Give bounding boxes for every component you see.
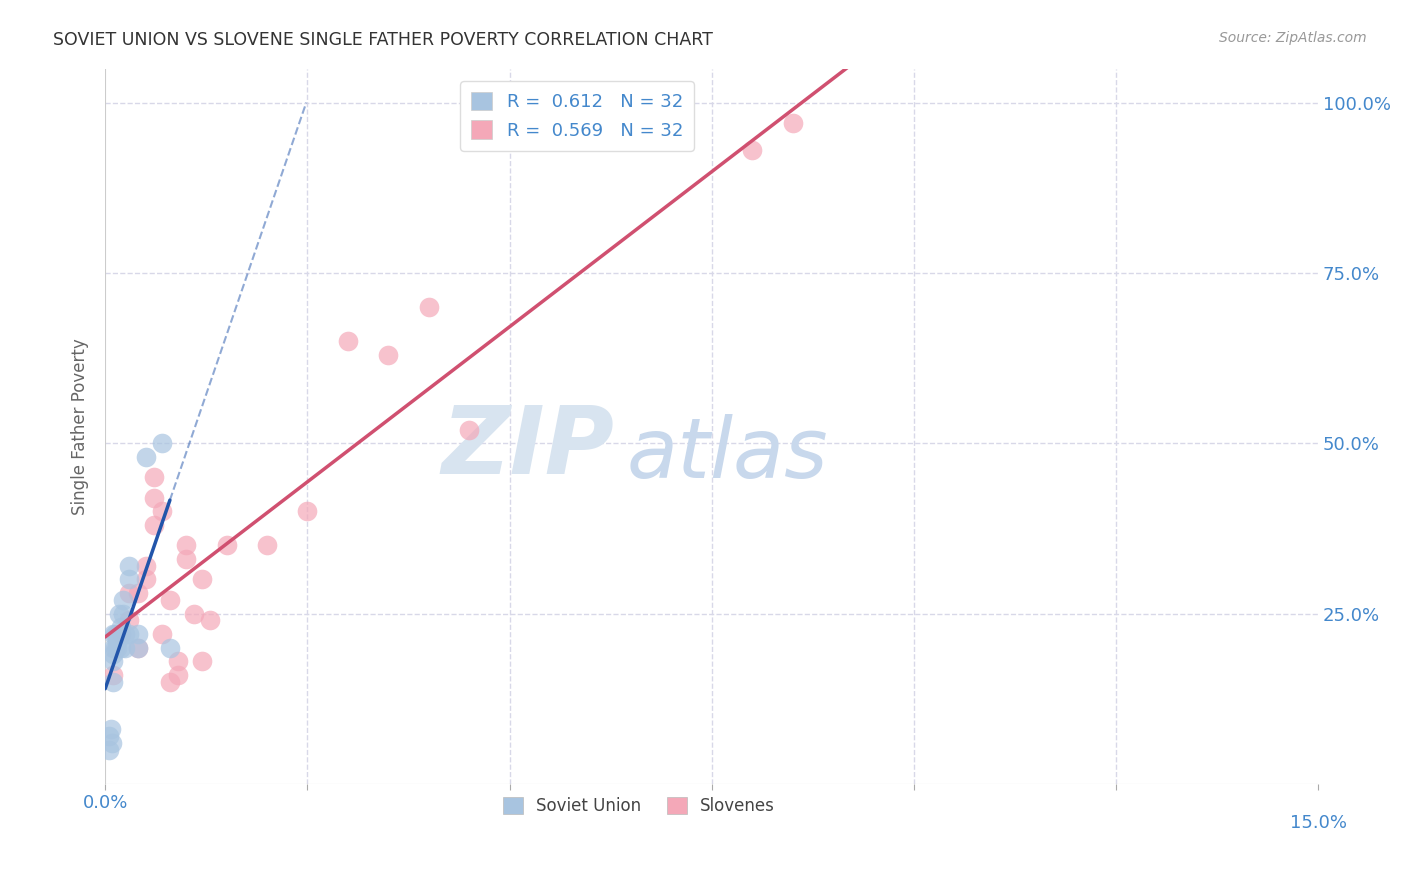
Point bbox=[105, 633, 128, 648]
Point bbox=[100, 723, 122, 737]
Point bbox=[256, 538, 278, 552]
Point bbox=[159, 593, 181, 607]
Point bbox=[127, 627, 149, 641]
Y-axis label: Single Father Poverty: Single Father Poverty bbox=[72, 338, 89, 515]
Point bbox=[142, 491, 165, 505]
Point bbox=[104, 627, 127, 641]
Point bbox=[98, 743, 121, 757]
Point bbox=[183, 607, 205, 621]
Point bbox=[150, 627, 173, 641]
Point bbox=[458, 423, 481, 437]
Point bbox=[105, 640, 128, 655]
Text: SOVIET UNION VS SLOVENE SINGLE FATHER POVERTY CORRELATION CHART: SOVIET UNION VS SLOVENE SINGLE FATHER PO… bbox=[53, 31, 713, 49]
Point bbox=[118, 573, 141, 587]
Point bbox=[110, 620, 132, 634]
Point bbox=[142, 470, 165, 484]
Point bbox=[118, 627, 141, 641]
Point bbox=[118, 558, 141, 573]
Point bbox=[167, 654, 190, 668]
Point bbox=[114, 640, 136, 655]
Point bbox=[215, 538, 238, 552]
Point bbox=[142, 518, 165, 533]
Point bbox=[103, 668, 125, 682]
Legend: Soviet Union, Slovenes: Soviet Union, Slovenes bbox=[496, 790, 782, 822]
Text: Source: ZipAtlas.com: Source: ZipAtlas.com bbox=[1219, 31, 1367, 45]
Point bbox=[103, 654, 125, 668]
Point bbox=[135, 558, 157, 573]
Point bbox=[191, 654, 214, 668]
Point bbox=[135, 573, 157, 587]
Point bbox=[105, 627, 128, 641]
Point bbox=[103, 674, 125, 689]
Point bbox=[150, 436, 173, 450]
Point bbox=[114, 627, 136, 641]
Point bbox=[110, 627, 132, 641]
Point bbox=[127, 586, 149, 600]
Point bbox=[200, 613, 222, 627]
Point bbox=[100, 736, 122, 750]
Point bbox=[108, 607, 131, 621]
Text: 15.0%: 15.0% bbox=[1289, 814, 1347, 832]
Point bbox=[135, 450, 157, 464]
Point bbox=[782, 116, 804, 130]
Point bbox=[103, 627, 125, 641]
Point bbox=[111, 607, 134, 621]
Point bbox=[174, 538, 197, 552]
Point bbox=[377, 348, 399, 362]
Point bbox=[103, 648, 125, 662]
Point bbox=[98, 729, 121, 743]
Point bbox=[167, 668, 190, 682]
Point bbox=[110, 640, 132, 655]
Point bbox=[150, 504, 173, 518]
Text: atlas: atlas bbox=[627, 414, 828, 495]
Point bbox=[741, 143, 763, 157]
Point bbox=[110, 627, 132, 641]
Point bbox=[110, 627, 132, 641]
Point bbox=[103, 640, 125, 655]
Point bbox=[159, 640, 181, 655]
Point bbox=[174, 552, 197, 566]
Point bbox=[127, 640, 149, 655]
Point bbox=[191, 573, 214, 587]
Point bbox=[108, 627, 131, 641]
Point bbox=[159, 674, 181, 689]
Point bbox=[111, 593, 134, 607]
Point bbox=[418, 300, 440, 314]
Point bbox=[297, 504, 319, 518]
Point bbox=[336, 334, 359, 348]
Point bbox=[127, 640, 149, 655]
Point bbox=[118, 613, 141, 627]
Point bbox=[104, 640, 127, 655]
Point bbox=[118, 586, 141, 600]
Text: ZIP: ZIP bbox=[441, 401, 614, 493]
